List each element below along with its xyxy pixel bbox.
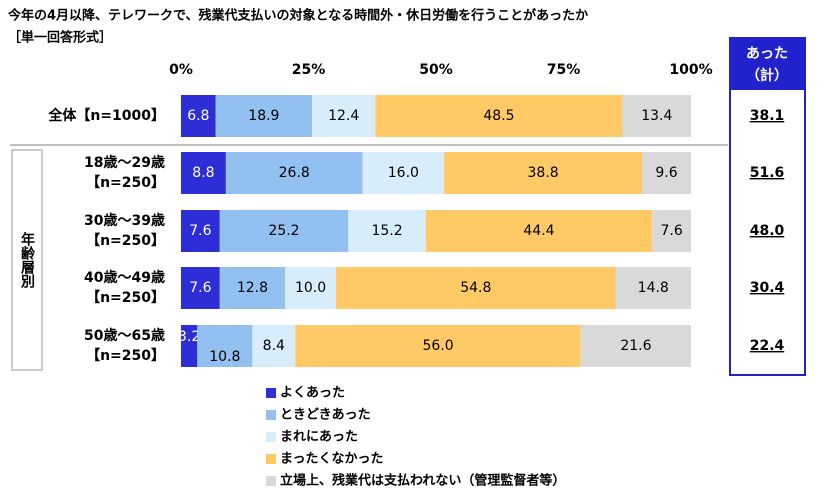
category-label: 【n=250】	[86, 348, 165, 364]
data-label: 8.4	[263, 338, 285, 354]
bar-segment	[285, 267, 337, 309]
data-label: 38.8	[528, 165, 559, 181]
data-label: 10.8	[209, 349, 240, 365]
data-label: 25.2	[268, 223, 299, 239]
data-label: 10.0	[295, 280, 326, 296]
data-label: 21.6	[620, 338, 651, 354]
x-tick-label: 0%	[169, 62, 193, 78]
data-label: 7.6	[660, 223, 682, 239]
bar-segment	[362, 152, 445, 194]
bar-segment	[252, 325, 296, 367]
chart-title: 今年の4月以降、テレワークで、残業代支払いの対象となる時間外・休日労働を行うこと…	[7, 8, 588, 24]
bar-segment	[444, 152, 643, 194]
legend-swatch	[266, 454, 276, 464]
x-tick-label: 100%	[669, 62, 712, 78]
bar-segment	[181, 95, 216, 137]
total-header: （計）	[746, 67, 788, 84]
data-label: 15.2	[371, 223, 402, 239]
x-tick-label: 50%	[419, 62, 453, 78]
data-label: 48.5	[483, 108, 514, 124]
category-label: 50歳～65歳	[84, 327, 165, 344]
data-label: 56.0	[422, 338, 453, 354]
category-label: 40歳～49歳	[84, 269, 165, 286]
total-value: 48.0	[750, 223, 785, 239]
data-label: 44.4	[523, 223, 554, 239]
data-label: 12.8	[237, 280, 268, 296]
category-label: 18歳～29歳	[84, 154, 165, 171]
chart-subtitle: ［単一回答形式］	[8, 30, 112, 46]
legend-label: ときどきあった	[280, 408, 371, 423]
total-header-bg	[730, 38, 805, 90]
bar-segment	[181, 152, 226, 194]
bar-segment	[219, 210, 349, 252]
data-label: 6.8	[187, 108, 209, 124]
data-label: 18.9	[248, 108, 279, 124]
legend-swatch	[266, 476, 276, 486]
bar-segment	[425, 210, 653, 252]
data-label: 13.4	[641, 108, 672, 124]
bar-segment	[622, 95, 691, 137]
data-label: 26.8	[279, 165, 310, 181]
bar-segment	[219, 267, 286, 309]
legend-label: 立場上、残業代は支払われない（管理監督者等）	[280, 473, 565, 489]
legend-swatch	[266, 410, 276, 420]
data-label: 12.4	[328, 108, 359, 124]
data-label: 3.2	[178, 329, 200, 345]
legend-label: まれにあった	[280, 430, 358, 445]
group-label: 年齢層別	[19, 231, 36, 289]
data-label: 16.0	[388, 165, 419, 181]
total-value: 30.4	[750, 280, 785, 296]
category-label: 【n=250】	[86, 175, 165, 191]
category-label: 【n=250】	[86, 233, 165, 249]
total-value: 22.4	[750, 338, 785, 354]
bar-segment	[580, 325, 691, 367]
legend-label: よくあった	[280, 386, 345, 401]
category-label: 30歳～39歳	[84, 212, 165, 229]
bar-segment	[615, 267, 691, 309]
data-label: 9.6	[655, 165, 677, 181]
bar-segment	[181, 210, 220, 252]
bar-segment	[197, 325, 253, 367]
data-label: 8.8	[192, 165, 214, 181]
legend-swatch	[266, 388, 276, 398]
bar-segment	[348, 210, 426, 252]
total-value: 38.1	[750, 108, 785, 124]
bar-segment	[312, 95, 376, 137]
data-label: 14.8	[638, 280, 669, 296]
bar-segment	[295, 325, 581, 367]
bar-segment	[642, 152, 691, 194]
data-label: 7.6	[189, 280, 211, 296]
bar-segment	[215, 95, 313, 137]
total-header: あった	[746, 46, 788, 62]
total-value: 51.6	[750, 165, 785, 181]
bar-segment	[375, 95, 623, 137]
legend-swatch	[266, 432, 276, 442]
bar-segment	[181, 267, 220, 309]
category-label: 【n=250】	[86, 290, 165, 306]
category-label: 全体【n=1000】	[47, 107, 165, 124]
data-label: 54.8	[460, 280, 491, 296]
legend-label: まったくなかった	[280, 452, 383, 467]
bar-segment	[652, 210, 691, 252]
bar-segment	[181, 325, 198, 367]
total-box	[729, 37, 806, 376]
group-box	[11, 149, 43, 371]
x-tick-label: 25%	[292, 62, 326, 78]
data-label: 7.6	[189, 223, 211, 239]
bar-segment	[225, 152, 363, 194]
x-tick-label: 75%	[547, 62, 581, 78]
bar-segment	[336, 267, 616, 309]
